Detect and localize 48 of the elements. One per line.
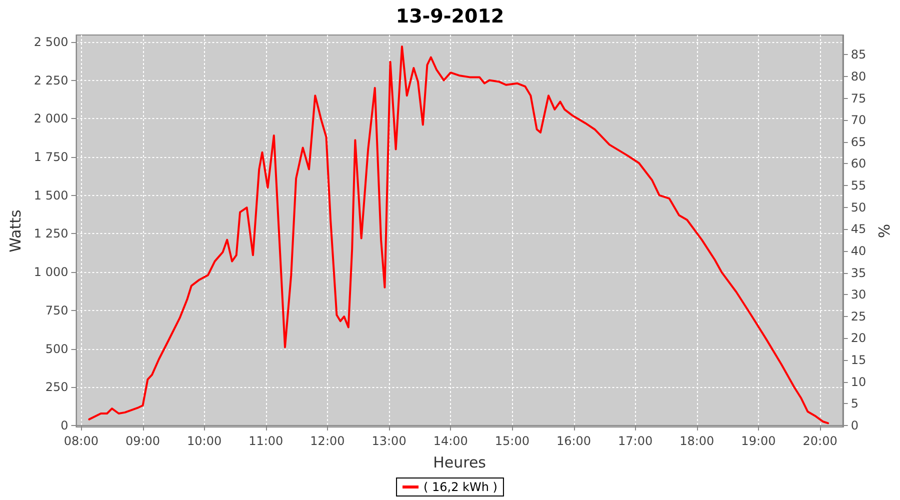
y2-tick-label: 30	[850, 288, 866, 302]
y2-tick-label: 60	[850, 156, 866, 171]
legend-label: ( 16,2 kWh )	[424, 480, 498, 494]
y-tick-label: 0	[60, 418, 68, 432]
y2-tick-label: 80	[850, 69, 866, 84]
x-tick-label: 09:00	[125, 434, 160, 448]
y-tick-label: 750	[45, 303, 68, 318]
y-tick-label: 1 250	[34, 226, 68, 241]
x-tick-label: 18:00	[680, 434, 714, 448]
x-tick-label: 17:00	[618, 434, 653, 448]
y-tick-label: 1 750	[34, 150, 68, 164]
y2-tick-label: 50	[850, 200, 866, 214]
x-tick-label: 20:00	[802, 434, 838, 448]
y2-tick-label: 35	[850, 266, 866, 280]
y-tick-label: 500	[45, 342, 68, 356]
y-tick-label: 250	[45, 380, 68, 394]
y2-tick-label: 10	[850, 374, 866, 389]
y-axis-title: Watts	[6, 210, 24, 252]
y2-tick-label: 85	[850, 48, 866, 62]
y2-tick-label: 65	[850, 134, 866, 149]
y2-tick-label: 15	[850, 353, 866, 368]
y2-tick-label: 40	[850, 244, 866, 258]
chart-title: 13-9-2012	[396, 6, 504, 28]
y2-tick-label: 70	[850, 113, 866, 128]
y2-tick-label: 20	[850, 331, 866, 346]
y2-tick-label: 0	[850, 418, 858, 432]
x-tick-label: 19:00	[741, 434, 776, 448]
x-tick-label: 08:00	[64, 434, 98, 448]
y2-tick-label: 45	[850, 222, 866, 236]
x-tick-label: 16:00	[556, 434, 592, 448]
y-tick-label: 1 000	[34, 265, 68, 280]
x-axis-title: Heures	[433, 454, 486, 472]
y-tick-label: 2 250	[34, 73, 68, 88]
x-tick-label: 12:00	[310, 434, 345, 448]
y2-axis-title: %	[876, 224, 894, 238]
y-tick-label: 2 000	[34, 112, 68, 126]
y2-tick-label: 55	[850, 178, 866, 193]
x-tick-label: 10:00	[187, 434, 222, 448]
y2-tick-label: 75	[850, 91, 866, 106]
x-tick-label: 15:00	[494, 434, 530, 448]
x-tick-label: 14:00	[433, 434, 468, 448]
y2-tick-label: 5	[850, 396, 858, 411]
y2-tick-label: 25	[850, 309, 866, 324]
y-tick-label: 2 500	[34, 34, 68, 49]
x-tick-label: 11:00	[248, 434, 284, 448]
line-series	[88, 46, 830, 424]
x-tick-label: 13:00	[372, 434, 406, 448]
y-tick-label: 1 500	[34, 188, 68, 202]
